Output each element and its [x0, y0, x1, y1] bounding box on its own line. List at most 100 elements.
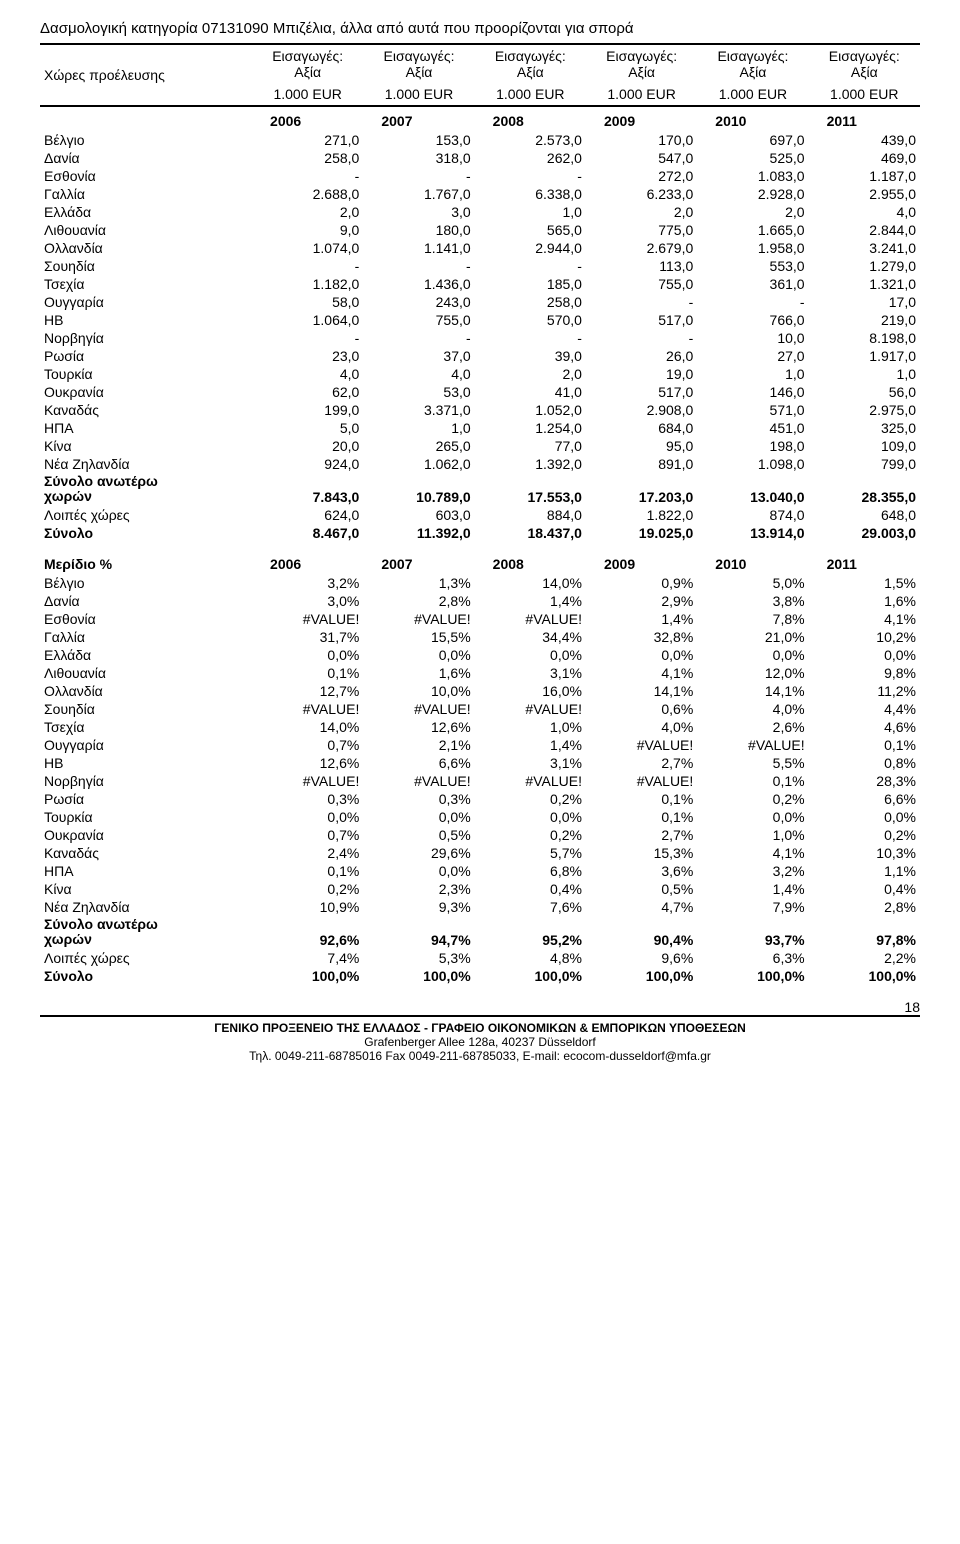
value-cell: 41,0 — [475, 383, 586, 401]
value-cell: 603,0 — [363, 506, 474, 524]
value-cell: #VALUE! — [363, 610, 474, 628]
value-cell: 19,0 — [586, 365, 697, 383]
value-cell: 0,1% — [809, 736, 920, 754]
value-cell: 17.553,0 — [475, 473, 586, 506]
value-cell: #VALUE! — [697, 736, 808, 754]
col-h-5: Εισαγωγές: Αξία — [697, 44, 808, 83]
value-cell: 570,0 — [475, 311, 586, 329]
value-cell: 34,4% — [475, 628, 586, 646]
value-cell: 97,8% — [809, 916, 920, 949]
value-cell: 3.371,0 — [363, 401, 474, 419]
value-cell: 1.392,0 — [475, 455, 586, 473]
value-cell: 1,0 — [809, 365, 920, 383]
value-cell: 924,0 — [252, 455, 363, 473]
value-cell: 9,3% — [363, 898, 474, 916]
value-cell: 92,6% — [252, 916, 363, 949]
value-cell: 0,4% — [475, 880, 586, 898]
value-cell: 14,1% — [586, 682, 697, 700]
value-cell: 0,2% — [475, 790, 586, 808]
value-cell: #VALUE! — [252, 700, 363, 718]
value-cell: 0,1% — [252, 862, 363, 880]
value-cell: 265,0 — [363, 437, 474, 455]
value-cell: 14,0% — [252, 718, 363, 736]
value-cell: 0,1% — [697, 772, 808, 790]
value-cell: 1.074,0 — [252, 239, 363, 257]
value-cell: #VALUE! — [475, 700, 586, 718]
footer-line3: Τηλ. 0049-211-68785016 Fax 0049-211-6878… — [40, 1049, 920, 1063]
value-cell: 684,0 — [586, 419, 697, 437]
value-cell: 755,0 — [586, 275, 697, 293]
value-cell: 31,7% — [252, 628, 363, 646]
value-cell: 799,0 — [809, 455, 920, 473]
value-cell: 3,0% — [252, 592, 363, 610]
value-cell: 20,0 — [252, 437, 363, 455]
value-cell: 262,0 — [475, 149, 586, 167]
value-cell: 7,8% — [697, 610, 808, 628]
value-cell: 90,4% — [586, 916, 697, 949]
value-cell: 325,0 — [809, 419, 920, 437]
col-u-2: 1.000 EUR — [363, 83, 474, 106]
row-label: Εσθονία — [40, 610, 252, 628]
value-cell: 170,0 — [586, 131, 697, 149]
value-cell: 6,6% — [363, 754, 474, 772]
value-cell: 1,0 — [475, 203, 586, 221]
value-cell: 0,1% — [586, 790, 697, 808]
value-cell: 439,0 — [809, 131, 920, 149]
value-cell: 3,0 — [363, 203, 474, 221]
year-cell: 2010 — [697, 542, 808, 574]
value-cell: 2.975,0 — [809, 401, 920, 419]
value-cell: 243,0 — [363, 293, 474, 311]
row-label: Σύνολο ανωτέρω χωρών — [40, 916, 252, 949]
row-label: Δανία — [40, 149, 252, 167]
value-cell: 1.141,0 — [363, 239, 474, 257]
row-label: Βέλγιο — [40, 574, 252, 592]
col-u-3: 1.000 EUR — [475, 83, 586, 106]
value-cell: 95,0 — [586, 437, 697, 455]
row-label: Δανία — [40, 592, 252, 610]
value-cell: 1.187,0 — [809, 167, 920, 185]
value-cell: 766,0 — [697, 311, 808, 329]
value-cell: 517,0 — [586, 383, 697, 401]
value-cell: 565,0 — [475, 221, 586, 239]
value-cell: 884,0 — [475, 506, 586, 524]
value-cell: 27,0 — [697, 347, 808, 365]
value-cell: 4,7% — [586, 898, 697, 916]
value-cell: 1,0% — [697, 826, 808, 844]
value-cell: 3.241,0 — [809, 239, 920, 257]
value-cell: 0,0% — [475, 646, 586, 664]
value-cell: #VALUE! — [475, 610, 586, 628]
footer-line1: ΓΕΝΙΚΟ ΠΡΟΞΕΝΕΙΟ ΤΗΣ ΕΛΛΑΔΟΣ - ΓΡΑΦΕΙΟ Ο… — [40, 1021, 920, 1035]
value-cell: 1.958,0 — [697, 239, 808, 257]
value-cell: 100,0% — [586, 967, 697, 985]
value-cell: 0,2% — [697, 790, 808, 808]
value-cell: 361,0 — [697, 275, 808, 293]
value-cell: - — [363, 257, 474, 275]
value-cell: 258,0 — [252, 149, 363, 167]
value-cell: - — [586, 293, 697, 311]
value-cell: 5,3% — [363, 949, 474, 967]
year-row-label: Μερίδιο % — [40, 542, 252, 574]
year-cell: 2006 — [252, 542, 363, 574]
value-cell: 53,0 — [363, 383, 474, 401]
row-label: Τουρκία — [40, 365, 252, 383]
value-cell: 109,0 — [809, 437, 920, 455]
value-cell: 1.822,0 — [586, 506, 697, 524]
value-cell: 95,2% — [475, 916, 586, 949]
value-cell: 0,5% — [363, 826, 474, 844]
value-cell: - — [252, 257, 363, 275]
value-cell: 17,0 — [809, 293, 920, 311]
value-cell: 4,6% — [809, 718, 920, 736]
value-cell: 219,0 — [809, 311, 920, 329]
value-cell: 2,1% — [363, 736, 474, 754]
value-cell: 15,3% — [586, 844, 697, 862]
value-cell: 0,7% — [252, 736, 363, 754]
value-cell: 1,0 — [697, 365, 808, 383]
col-h-3: Εισαγωγές: Αξία — [475, 44, 586, 83]
value-cell: 14,0% — [475, 574, 586, 592]
row-label: Νέα Ζηλανδία — [40, 455, 252, 473]
value-cell: 2,0 — [586, 203, 697, 221]
row-label: Λιθουανία — [40, 221, 252, 239]
value-cell: 0,0% — [363, 808, 474, 826]
value-cell: 2,4% — [252, 844, 363, 862]
value-cell: #VALUE! — [475, 772, 586, 790]
